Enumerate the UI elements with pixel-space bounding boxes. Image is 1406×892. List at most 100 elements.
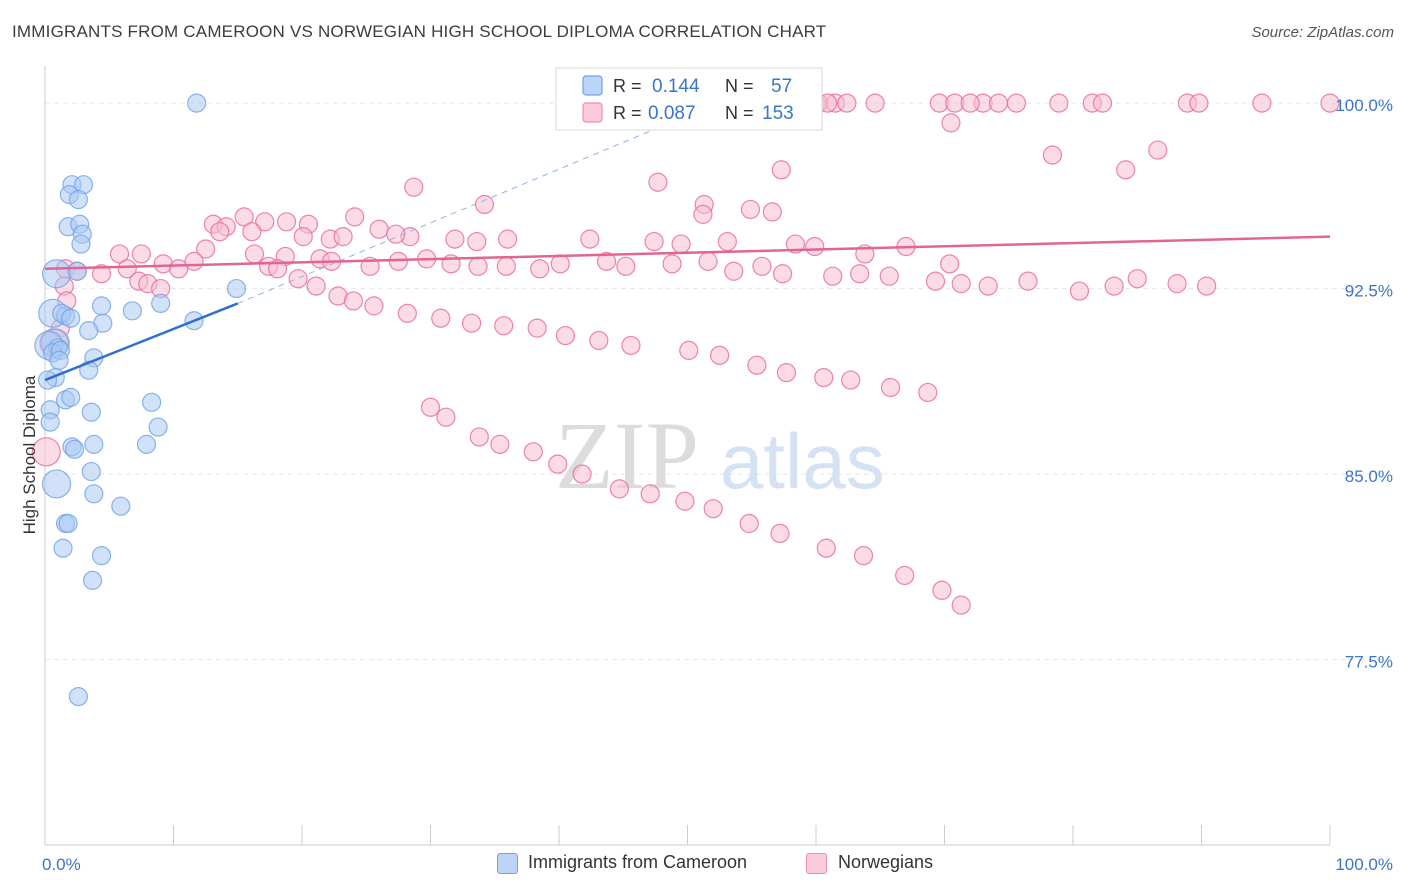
legend-swatch-norwegians bbox=[806, 853, 827, 874]
norwegians-point bbox=[397, 303, 417, 323]
norwegians-point bbox=[698, 251, 718, 271]
cameroon-point bbox=[53, 538, 73, 558]
cameroon-point bbox=[58, 513, 78, 534]
norwegians-point bbox=[770, 523, 790, 544]
x-tick-labels: 0.0% 100.0% bbox=[42, 855, 1393, 874]
norwegians-point bbox=[740, 199, 761, 220]
norwegians-point bbox=[675, 491, 695, 511]
norwegians-point bbox=[752, 256, 772, 276]
cameroon-points bbox=[34, 93, 247, 707]
norwegians-point bbox=[31, 437, 61, 467]
norwegians-point bbox=[523, 442, 543, 462]
norwegians-point bbox=[288, 269, 308, 289]
norwegians-point bbox=[621, 335, 641, 356]
stats-r-value-1: 0.144 bbox=[652, 76, 700, 97]
norwegians-point bbox=[837, 93, 857, 113]
cameroon-point bbox=[68, 687, 89, 707]
cameroon-point bbox=[71, 234, 91, 254]
cameroon-point bbox=[151, 293, 171, 314]
watermark-atlas: atlas bbox=[720, 417, 885, 505]
norwegians-point bbox=[345, 207, 365, 227]
norwegians-point bbox=[580, 229, 600, 249]
norwegians-point bbox=[609, 479, 629, 499]
norwegians-point bbox=[951, 595, 971, 615]
legend-label-cameroon: Immigrants from Cameroon bbox=[528, 852, 748, 872]
y-tick-labels: 77.5% 85.0% 92.5% 100.0% bbox=[1335, 96, 1393, 671]
norwegians-point bbox=[1320, 93, 1340, 113]
norwegians-point bbox=[671, 234, 691, 254]
norwegians-point bbox=[988, 93, 1009, 113]
norwegians-point bbox=[530, 259, 550, 279]
norwegians-point bbox=[648, 172, 668, 192]
norwegians-point bbox=[467, 231, 487, 252]
norwegians-point bbox=[343, 291, 363, 311]
norwegians-point bbox=[662, 254, 682, 274]
norwegians-point bbox=[747, 355, 767, 375]
norwegians-point bbox=[555, 325, 576, 346]
norwegians-point bbox=[1092, 93, 1113, 113]
norwegians-point bbox=[841, 370, 861, 390]
norwegians-point bbox=[572, 464, 592, 484]
norwegians-point bbox=[91, 264, 112, 284]
norwegians-point bbox=[978, 276, 998, 296]
cameroon-point bbox=[61, 308, 81, 328]
norwegians-point bbox=[333, 227, 353, 247]
norwegians-point bbox=[880, 377, 901, 398]
chart-title: IMMIGRANTS FROM CAMEROON VS NORWEGIAN HI… bbox=[12, 22, 827, 41]
norwegians-point bbox=[1167, 274, 1187, 294]
norwegians-point bbox=[369, 219, 389, 239]
norwegians-point bbox=[771, 160, 791, 180]
norwegians-point bbox=[589, 330, 609, 351]
norwegians-point bbox=[776, 363, 797, 383]
norwegians-point bbox=[644, 231, 664, 252]
norwegians-point bbox=[879, 266, 899, 286]
cameroon-point bbox=[187, 93, 207, 113]
cameroon-point bbox=[82, 570, 103, 590]
norwegians-point bbox=[550, 254, 570, 274]
cameroon-point bbox=[84, 434, 104, 454]
norwegians-point bbox=[724, 261, 744, 281]
cameroon-point bbox=[41, 469, 72, 499]
norwegians-point bbox=[404, 177, 424, 197]
norwegians-point bbox=[109, 244, 130, 264]
norwegians-point bbox=[853, 546, 874, 566]
norwegians-point bbox=[184, 251, 204, 271]
stats-n-label-2: N = bbox=[725, 103, 754, 123]
norwegians-point bbox=[785, 234, 806, 254]
norwegians-point bbox=[1127, 269, 1147, 289]
y-axis-label: High School Diploma bbox=[20, 375, 39, 534]
norwegians-point bbox=[293, 227, 313, 247]
cameroon-point bbox=[84, 484, 104, 504]
norwegians-point bbox=[306, 276, 326, 296]
norwegians-point bbox=[703, 499, 723, 519]
norwegians-point bbox=[431, 308, 451, 328]
cameroon-point bbox=[49, 350, 69, 370]
norwegians-point bbox=[941, 113, 961, 133]
norwegians-point bbox=[932, 580, 952, 600]
norwegians-point bbox=[1042, 145, 1063, 165]
norwegians-point bbox=[710, 345, 730, 365]
trend-lines bbox=[44, 114, 1331, 382]
y-tick-label-2: 92.5% bbox=[1345, 282, 1393, 301]
norwegians-point bbox=[548, 454, 568, 474]
norwegians-point bbox=[940, 254, 960, 274]
cameroon-point bbox=[64, 439, 85, 459]
stats-r-label-1: R = bbox=[613, 76, 642, 96]
stats-swatch-cameroon bbox=[582, 75, 603, 96]
norwegians-point bbox=[462, 313, 482, 333]
norwegians-point bbox=[490, 434, 510, 454]
cameroon-point bbox=[81, 461, 101, 482]
norwegians-point bbox=[1148, 140, 1168, 160]
norwegians-point bbox=[693, 204, 713, 224]
norwegians-point bbox=[436, 407, 456, 427]
norwegians-point bbox=[445, 229, 465, 249]
norwegians-point bbox=[772, 264, 793, 284]
x-tick-label-0: 0.0% bbox=[42, 855, 81, 874]
norwegians-point bbox=[420, 397, 441, 417]
norwegians-point bbox=[1049, 93, 1069, 113]
cameroon-point bbox=[226, 278, 247, 299]
cameroon-point bbox=[81, 402, 101, 422]
stats-n-value-1: 57 bbox=[771, 76, 792, 97]
norwegians-point bbox=[276, 212, 297, 232]
